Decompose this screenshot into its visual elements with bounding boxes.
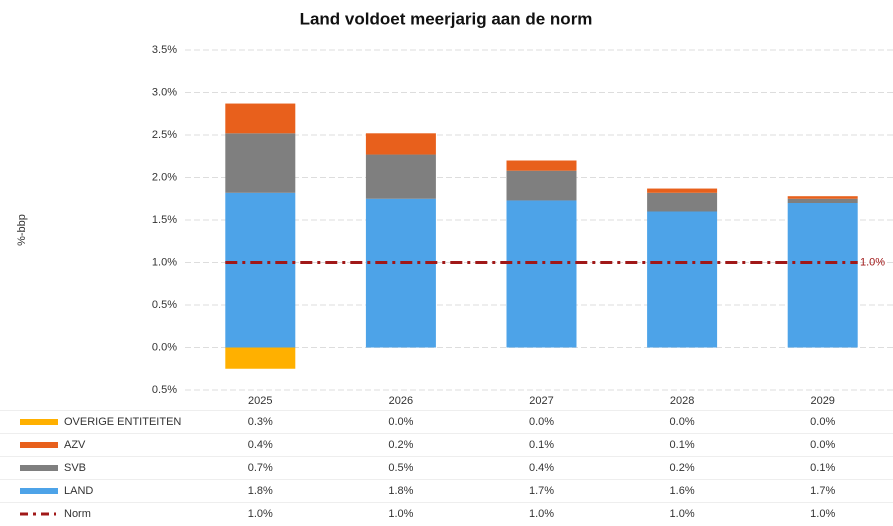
table-cell: 0.3% xyxy=(248,416,273,428)
bar-segment xyxy=(787,203,858,348)
bar-segment xyxy=(506,170,577,201)
bar-segment xyxy=(506,200,577,348)
bar-segment xyxy=(647,188,718,193)
table-cell: 1.0% xyxy=(529,508,554,520)
legend-swatch xyxy=(20,488,58,494)
bar-segment xyxy=(225,347,296,369)
table-cell: 0.1% xyxy=(670,439,695,451)
y-tick-label: 0.5% xyxy=(152,384,177,396)
legend-label: OVERIGE ENTITEITEN xyxy=(64,416,181,428)
table-cell: 0.2% xyxy=(670,462,695,474)
annotation: 1.0% xyxy=(860,256,885,268)
table-cell: 0.5% xyxy=(388,462,413,474)
bar-segment xyxy=(225,192,296,348)
y-tick-label: 0.5% xyxy=(152,299,177,311)
legend-label: Norm xyxy=(64,508,91,520)
legend-label: SVB xyxy=(64,462,86,474)
table-cell: 0.1% xyxy=(810,462,835,474)
table-cell: 0.0% xyxy=(388,416,413,428)
bar-segment xyxy=(787,198,858,203)
table-cell: 0.1% xyxy=(529,439,554,451)
y-tick-label: 0.0% xyxy=(152,341,177,353)
y-tick-label: 1.5% xyxy=(152,214,177,226)
table-cell: 0.2% xyxy=(388,439,413,451)
bar-segment xyxy=(365,133,436,155)
y-tick-label: 3.5% xyxy=(152,44,177,56)
legend-label: LAND xyxy=(64,485,93,497)
y-tick-label: 1.0% xyxy=(152,256,177,268)
table-cell: 0.0% xyxy=(810,416,835,428)
y-tick-label: 2.0% xyxy=(152,171,177,183)
bar-segment xyxy=(365,198,436,348)
bar-segment xyxy=(365,154,436,199)
x-tick-label: 2026 xyxy=(389,395,413,407)
table-cell: 0.0% xyxy=(529,416,554,428)
bar-segment xyxy=(225,133,296,193)
bar-segment xyxy=(647,211,718,348)
legend-swatch xyxy=(20,465,58,471)
y-axis-label: %-bbp xyxy=(16,214,28,246)
bar-segment xyxy=(787,196,858,199)
table-cell: 1.0% xyxy=(670,508,695,520)
x-tick-label: 2025 xyxy=(248,395,272,407)
table-cell: 1.0% xyxy=(810,508,835,520)
legend-swatch xyxy=(20,442,58,448)
x-tick-label: 2028 xyxy=(670,395,694,407)
x-tick-label: 2029 xyxy=(810,395,834,407)
table-cell: 0.0% xyxy=(810,439,835,451)
table-cell: 1.7% xyxy=(810,485,835,497)
bar-segment xyxy=(647,192,718,212)
bar-segment xyxy=(506,160,577,171)
table-cell: 1.0% xyxy=(248,508,273,520)
chart-title: Land voldoet meerjarig aan de norm xyxy=(300,9,593,28)
y-tick-label: 3.0% xyxy=(152,86,177,98)
x-tick-label: 2027 xyxy=(529,395,553,407)
table-cell: 1.6% xyxy=(670,485,695,497)
table-cell: 0.0% xyxy=(670,416,695,428)
table-cell: 1.8% xyxy=(248,485,273,497)
table-cell: 1.0% xyxy=(388,508,413,520)
table-cell: 1.7% xyxy=(529,485,554,497)
legend-label: AZV xyxy=(64,439,86,451)
bar-segment xyxy=(225,103,296,134)
table-cell: 0.4% xyxy=(248,439,273,451)
legend-swatch xyxy=(20,419,58,425)
table-cell: 0.4% xyxy=(529,462,554,474)
y-tick-label: 2.5% xyxy=(152,129,177,141)
table-cell: 0.7% xyxy=(248,462,273,474)
table-cell: 1.8% xyxy=(388,485,413,497)
